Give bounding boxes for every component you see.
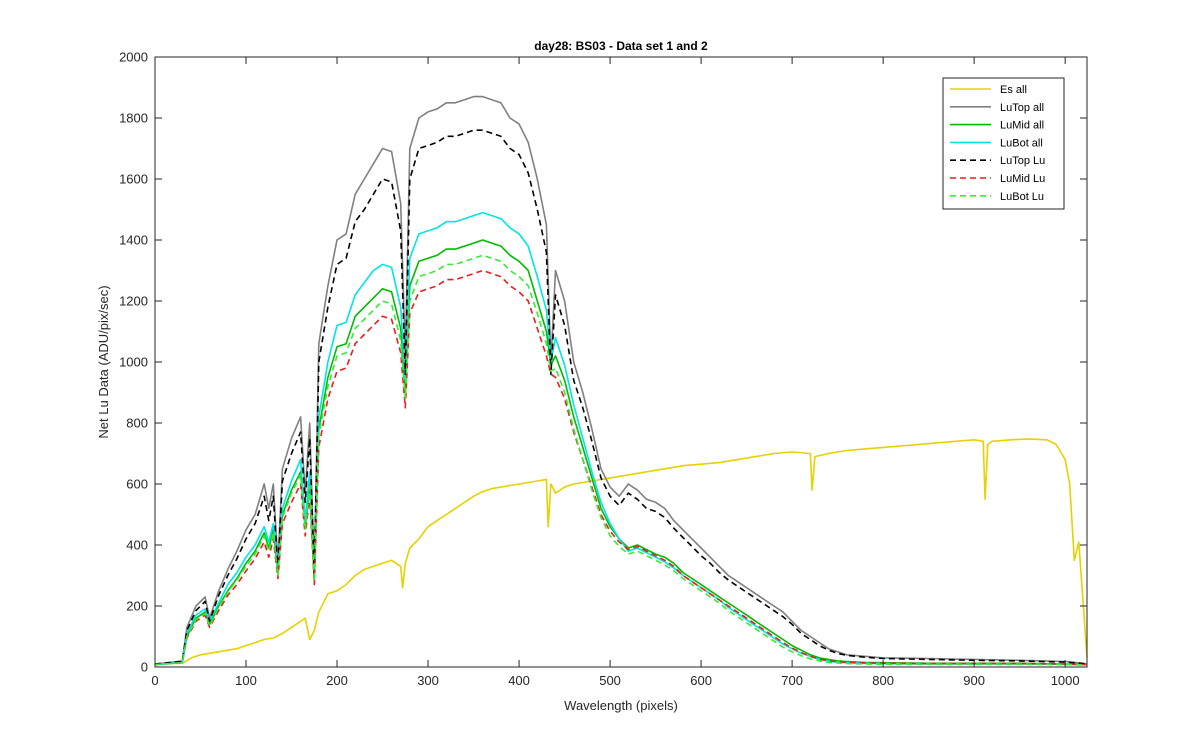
series-line-5 [154,129,1088,666]
y-tick-label: 2000 [119,50,148,65]
x-tick-label: 600 [690,673,712,688]
y-axis-ticks: 0 200 400 600 800 1000 1200 1400 1600 1800 2000 [119,50,1087,675]
series-line-1 [154,438,1088,665]
x-tick-label: 0 [151,673,158,688]
x-tick-label: 800 [872,673,894,688]
x-tick-label: 300 [417,673,439,688]
legend-label: LuBot all [1000,137,1043,149]
x-tick-label: 500 [599,673,621,688]
legend-label: LuTop Lu [1000,155,1045,167]
y-tick-label: 800 [126,416,148,431]
legend-label: LuMid Lu [1000,173,1045,185]
x-tick-label: 200 [326,673,348,688]
legend-label: Es all [1000,84,1027,96]
plot-area [155,57,1087,667]
x-tick-label: 700 [781,673,803,688]
y-tick-label: 1200 [119,294,148,309]
y-tick-label: 600 [126,477,148,492]
legend-label: LuBot Lu [1000,191,1044,203]
x-tick-label: 400 [508,673,530,688]
y-tick-label: 200 [126,599,148,614]
x-tick-label: 1000 [1051,673,1080,688]
y-tick-label: 1400 [119,233,148,248]
series-layer [154,95,1088,666]
legend-label: LuMid all [1000,120,1044,132]
x-axis-label: Wavelength (pixels) [564,698,678,713]
legend-box [942,77,1065,210]
x-tick-label: 100 [235,673,257,688]
legend: Es all LuTop all LuMid all LuBot all LuTop L… [942,77,1065,210]
x-axis-ticks: 0 100 200 300 400 500 600 700 800 900 1000 [151,57,1080,688]
y-tick-label: 0 [141,660,148,675]
series-line-7 [154,254,1087,666]
y-tick-label: 1000 [119,355,148,370]
chart-title: day28: BS03 - Data set 1 and 2 [534,39,708,53]
y-tick-label: 400 [126,538,148,553]
legend-label: LuTop all [1000,102,1044,114]
series-line-2 [154,95,1088,665]
x-tick-label: 900 [963,673,985,688]
y-tick-label: 1600 [119,172,148,187]
y-axis-label: Net Lu Data (ADU/pix/sec) [96,285,111,438]
y-tick-label: 1800 [119,111,148,126]
series-line-6 [154,269,1087,666]
